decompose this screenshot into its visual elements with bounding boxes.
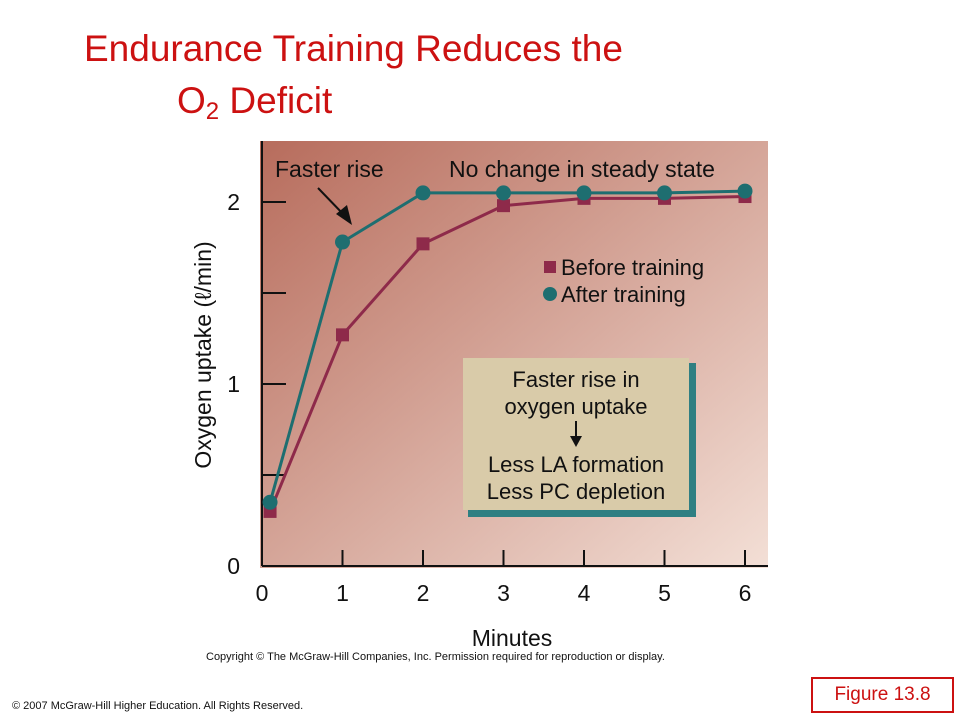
legend-after-marker [543,287,557,301]
series-1-point-4 [576,185,592,201]
footer-copyright: © 2007 McGraw-Hill Higher Education. All… [12,700,304,712]
series-0-point-3 [497,199,510,213]
info-box-line-2: oxygen uptake [504,394,647,419]
faster-rise-arrow-head [336,205,352,225]
title-o: O [177,80,206,121]
title-rest: Deficit [219,80,333,121]
series-1-point-0 [262,494,278,510]
legend-before-marker [544,261,556,273]
copyright-notice: Copyright © The McGraw-Hill Companies, I… [206,651,665,663]
y-axis-label: Oxygen uptake (ℓ/min) [190,241,216,468]
x-tick-label-3: 3 [497,580,510,606]
ticks: 0 1 2 3 4 5 6 0 1 2 [227,189,751,606]
title-subscript: 2 [205,98,220,125]
annotation-steady-state: No change in steady state [449,156,715,182]
y-tick-label-0: 0 [227,553,240,579]
axes [261,141,768,567]
series-1-point-3 [496,185,511,201]
annotation-faster-rise: Faster rise [275,156,384,182]
slide-title-line-2: O2 Deficit [177,82,332,124]
x-tick-label-2: 2 [417,580,430,606]
x-tick-label-0: 0 [256,580,269,606]
series-0-point-1 [336,328,349,342]
series-1-point-2 [415,185,431,201]
legend-before-label: Before training [561,255,704,280]
y-tick-label-2: 1 [227,371,240,397]
series-0-point-2 [416,237,430,251]
info-box-arrow-head [570,436,582,447]
x-tick-label-5: 5 [658,580,671,606]
series-markers [262,183,753,518]
x-tick-label-6: 6 [739,580,752,606]
y-tick-label-4: 2 [227,189,240,215]
x-axis-label: Minutes [472,625,553,651]
series-1-point-1 [335,234,350,250]
slide-title-line-1: Endurance Training Reduces the [84,28,623,69]
info-box-line-1: Faster rise in [512,367,639,392]
series-1-point-5 [657,185,672,201]
x-tick-label-1: 1 [336,580,349,606]
legend-after-label: After training [561,282,686,307]
info-box-line-3: Less LA formation [488,452,664,477]
x-tick-label-4: 4 [578,580,591,606]
series-1-point-6 [737,183,753,199]
info-box-line-4: Less PC depletion [487,479,666,504]
figure-label: Figure 13.8 [811,677,954,713]
